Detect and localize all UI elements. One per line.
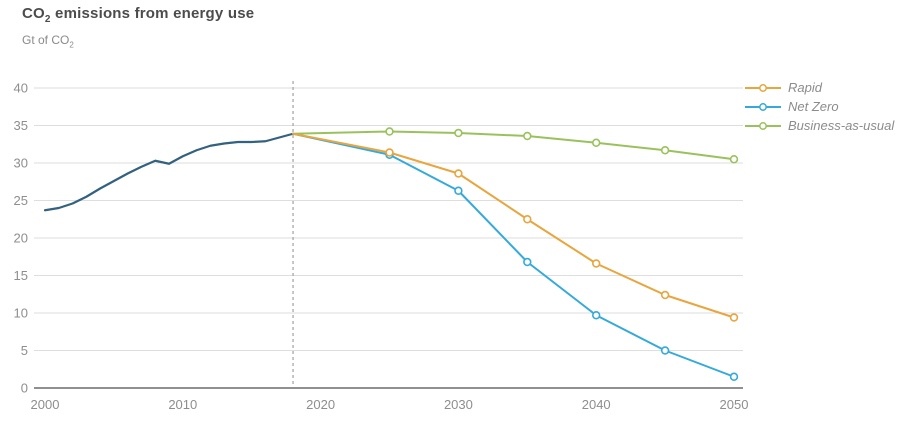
legend-label-net-zero: Net Zero <box>788 99 839 114</box>
series-marker-business-as-usual-2050 <box>729 155 739 164</box>
series-marker-business-as-usual-2040 <box>591 138 601 147</box>
legend-item-rapid: Rapid <box>744 78 894 97</box>
series-marker-net-zero-2035 <box>523 257 532 267</box>
chart-title: CO2 emissions from energy use <box>22 5 254 25</box>
series-marker-business-as-usual-2035 <box>523 131 532 141</box>
series-marker-business-as-usual-2030 <box>454 128 463 138</box>
y-axis-label-40: 40 <box>14 81 28 96</box>
y-axis-label-30: 30 <box>14 156 28 171</box>
legend-line-marker-icon <box>745 102 781 111</box>
legend-item-business-as-usual: Business-as-usual <box>744 116 894 135</box>
chart-title-text: CO <box>22 5 45 22</box>
y-axis-label-5: 5 <box>21 343 28 358</box>
x-axis-label-2010: 2010 <box>168 397 197 412</box>
series-line-business-as-usual <box>292 130 735 161</box>
series-marker-rapid-2040 <box>591 259 601 268</box>
series-marker-rapid-2025 <box>385 148 394 157</box>
series-marker-net-zero-2030 <box>454 186 463 195</box>
series-line-rapid <box>292 132 735 319</box>
legend-line-marker-icon <box>745 83 781 92</box>
chart-title-subscript: 2 <box>44 14 51 25</box>
legend-label-business-as-usual: Business-as-usual <box>788 118 895 133</box>
y-axis-label-35: 35 <box>14 118 28 133</box>
legend-item-net-zero: Net Zero <box>744 97 894 116</box>
chart-legend: Rapid Net Zero Business-as-usual <box>744 78 894 135</box>
series-marker-net-zero-2040 <box>591 311 601 320</box>
series-marker-rapid-2050 <box>729 313 739 322</box>
x-axis-label-2040: 2040 <box>582 397 611 412</box>
series-marker-rapid-2030 <box>454 169 463 178</box>
chart-unit-label: Gt of CO2 <box>22 33 74 49</box>
series-line-net-zero <box>292 132 735 378</box>
x-axis-label-2000: 2000 <box>31 397 60 412</box>
history-line <box>43 132 295 212</box>
y-axis-label-25: 25 <box>14 193 28 208</box>
chart-unit-subscript: 2 <box>69 40 74 50</box>
series-marker-net-zero-2045 <box>660 346 670 355</box>
y-axis-label-15: 15 <box>14 268 28 283</box>
x-axis-label-2050: 2050 <box>720 397 749 412</box>
series-marker-business-as-usual-2025 <box>385 127 394 136</box>
series-marker-net-zero-2050 <box>729 372 739 381</box>
chart-unit-text: Gt of CO <box>22 33 70 47</box>
y-axis-label-10: 10 <box>14 306 28 321</box>
series-marker-business-as-usual-2045 <box>660 146 670 155</box>
legend-line-marker-icon <box>745 121 781 130</box>
y-axis-label-0: 0 <box>21 381 28 396</box>
y-axis-label-20: 20 <box>14 231 28 246</box>
x-axis-label-2030: 2030 <box>444 397 473 412</box>
series-marker-rapid-2035 <box>523 215 532 224</box>
chart-title-rest: emissions from energy use <box>50 5 255 22</box>
x-axis-label-2020: 2020 <box>306 397 335 412</box>
legend-label-rapid: Rapid <box>788 80 822 95</box>
series-marker-rapid-2045 <box>660 290 670 300</box>
